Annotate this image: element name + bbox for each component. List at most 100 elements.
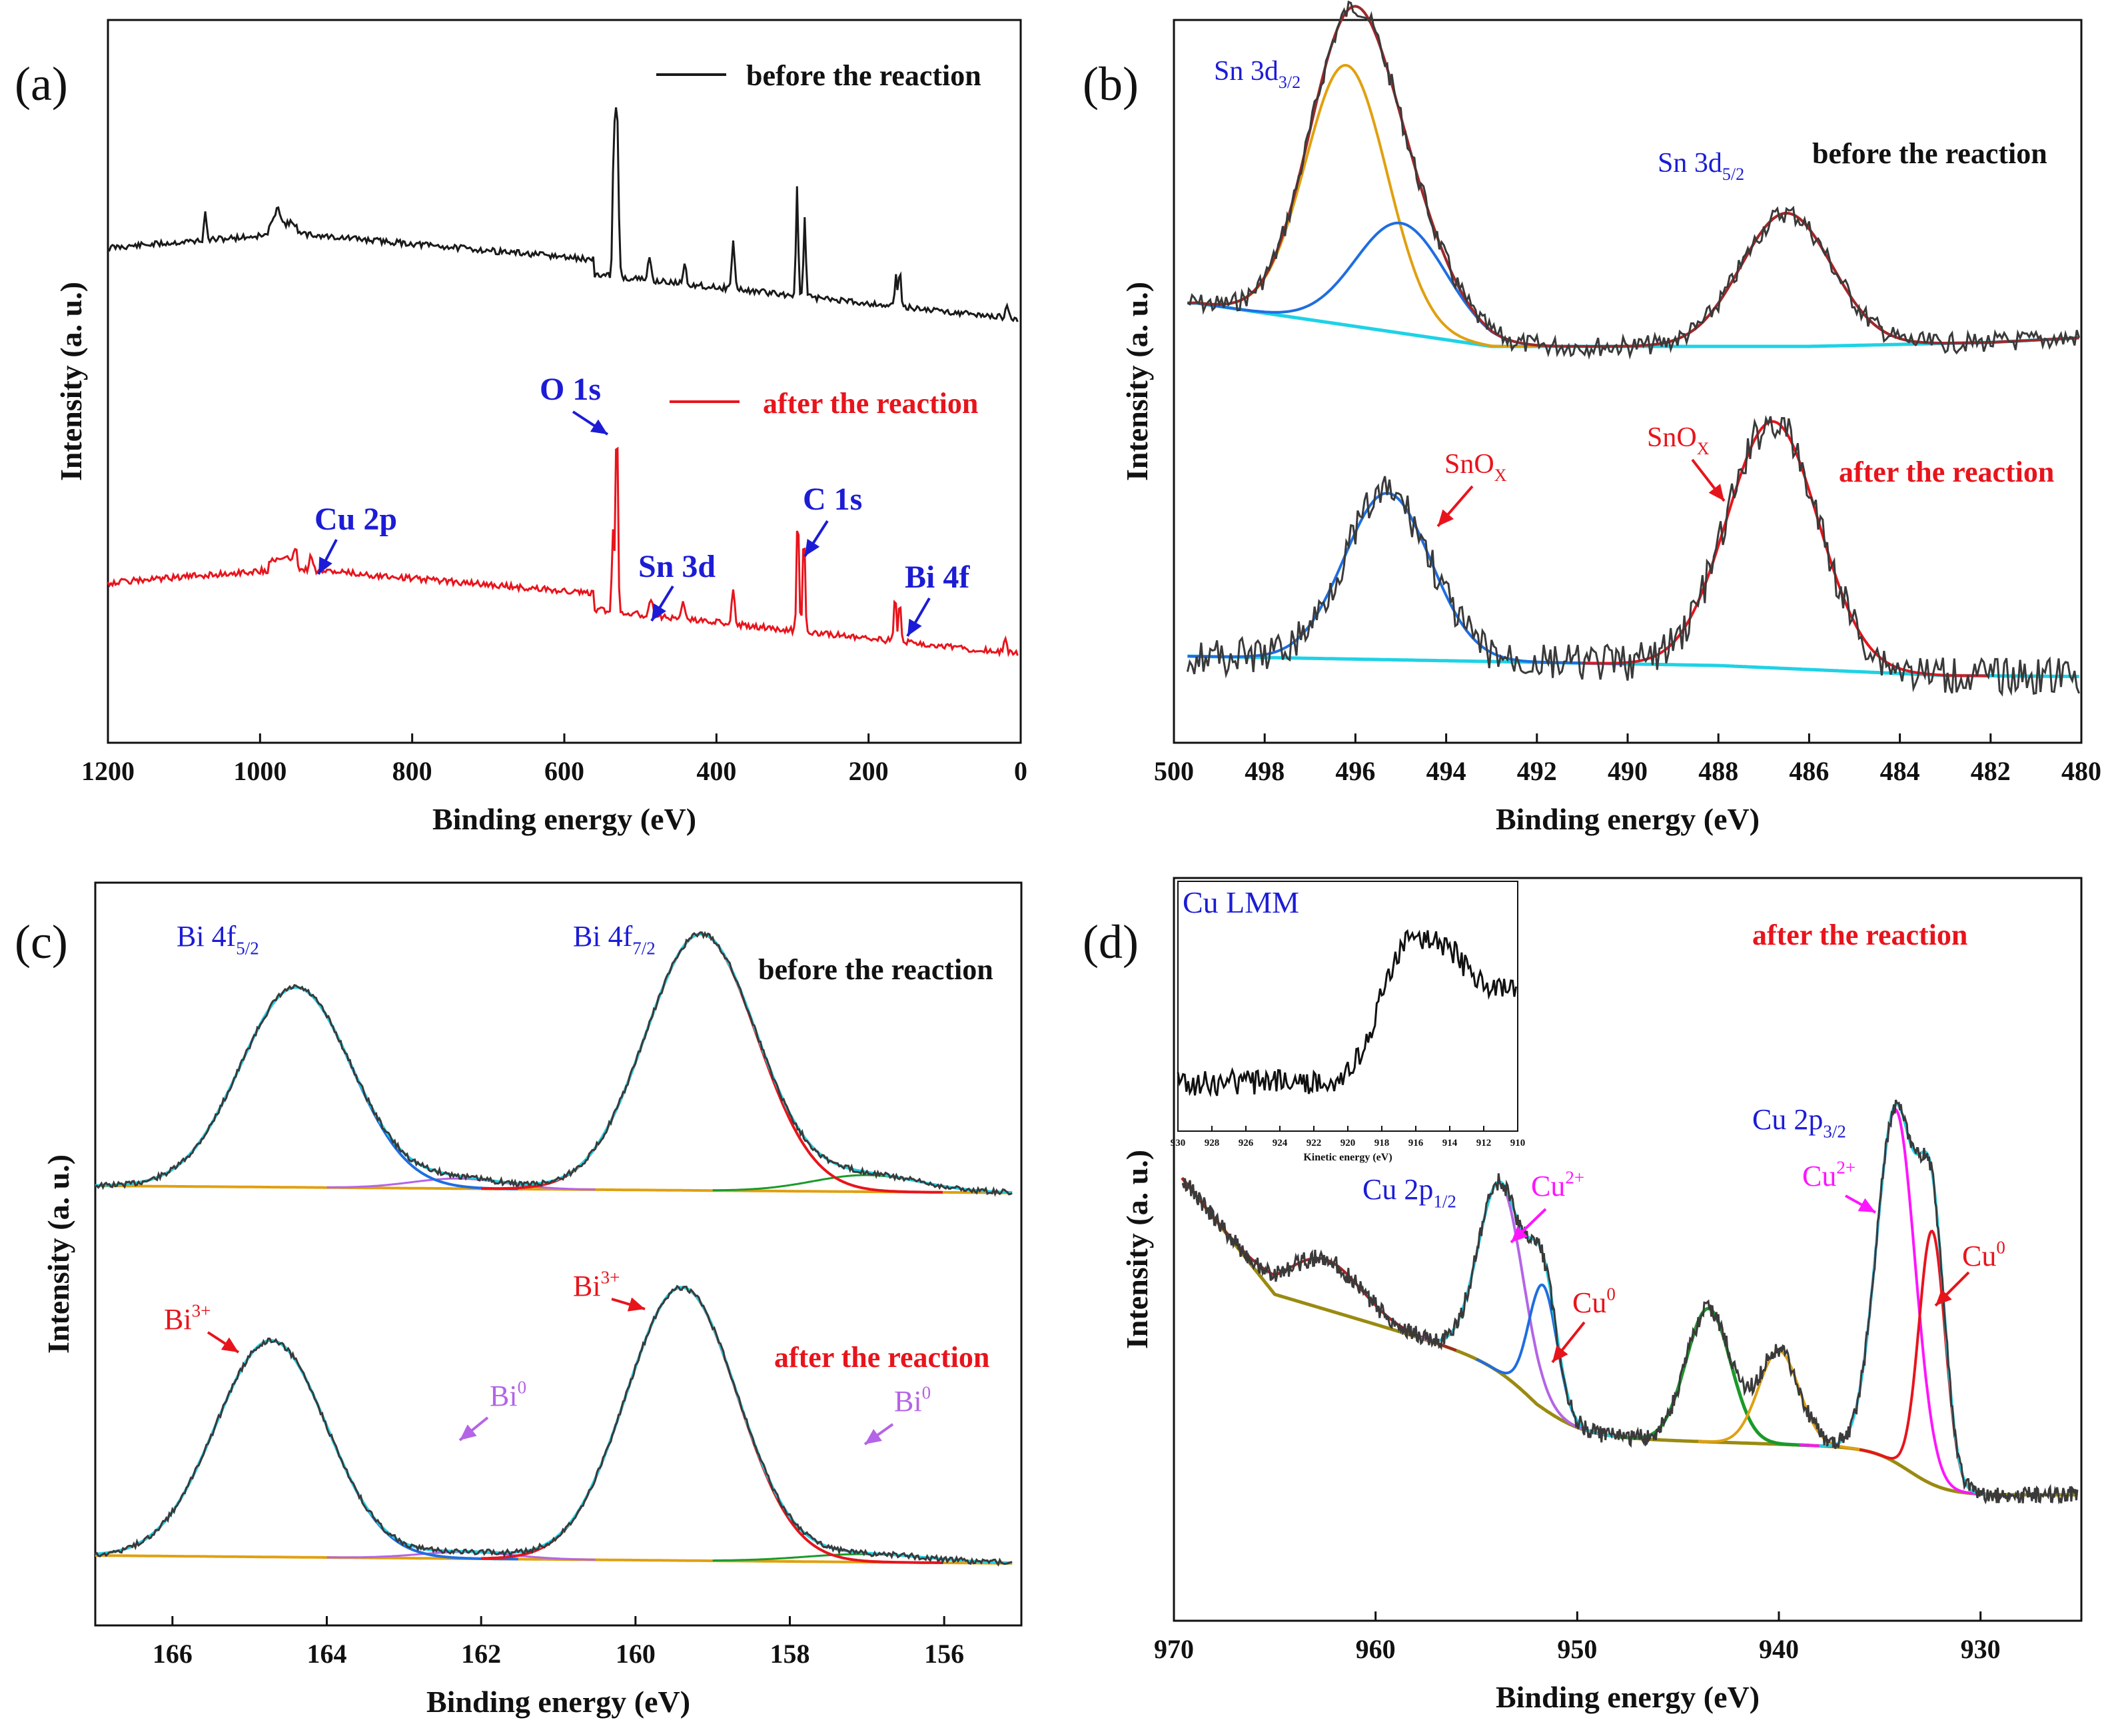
panel-b-x-tick-label: 490 xyxy=(1608,756,1648,786)
panel-b-x-tick-label: 500 xyxy=(1154,756,1194,786)
panel-c-y-axis-label: Intensity (a. u.) xyxy=(41,1154,75,1354)
series-label-before: before the reaction xyxy=(1812,137,2047,170)
before-raw-data-line xyxy=(95,931,1013,1197)
panel-a: 1200 1000 800 600 400 200 0 Binding energy (eV)… xyxy=(15,19,1027,836)
after-raw-data-line xyxy=(1186,414,2080,697)
inset-x-tick-label: 930 xyxy=(1171,1138,1186,1148)
panel-d-y-axis-label: Intensity (a. u.) xyxy=(1120,1150,1154,1349)
panel-c-x-tick-label: 160 xyxy=(616,1639,656,1669)
panel-a-y-axis-label: Intensity (a. u.) xyxy=(54,282,88,481)
arrow-snox-2-head xyxy=(1708,484,1724,501)
before-spectrum-line xyxy=(107,107,1019,322)
panel-d-plot-frame xyxy=(1173,877,2083,1622)
arrow-bi4f-head xyxy=(907,618,922,636)
panel-c-plot-frame xyxy=(94,881,1023,1627)
panel-c-x-tick-label: 158 xyxy=(770,1639,810,1669)
arrow-cu0-1-head xyxy=(1552,1345,1568,1362)
peak-label-c1s: C 1s xyxy=(803,482,862,517)
peak-label-bi4f: Bi 4f xyxy=(905,560,970,595)
peak-label-snox-1: SnOX xyxy=(1444,449,1507,485)
panel-a-x-tick-label: 200 xyxy=(849,756,889,786)
after-spectrum-line xyxy=(107,446,1019,657)
after-background-line xyxy=(95,1554,1013,1565)
panel-a-x-axis-label: Binding energy (eV) xyxy=(432,802,696,836)
series-label-after: after the reaction xyxy=(774,1341,989,1374)
inset-x-tick-label: 916 xyxy=(1408,1138,1424,1148)
inset-x-tick-label: 918 xyxy=(1374,1138,1390,1148)
peak-label-sn3d52: Sn 3d5/2 xyxy=(1658,148,1744,184)
panel-c-x-tick-label: 164 xyxy=(307,1639,347,1669)
panel-b-x-tick-label: 494 xyxy=(1426,756,1466,786)
panel-c-x-tick-label: 166 xyxy=(153,1639,193,1669)
panel-b-x-tick-label: 496 xyxy=(1335,756,1375,786)
panel-a-x-tick-label: 0 xyxy=(1014,756,1027,786)
panel-b-x-tick-label: 488 xyxy=(1698,756,1738,786)
panel-a-x-tick-label: 1000 xyxy=(233,756,286,786)
panel-a-x-tick-label: 1200 xyxy=(81,756,135,786)
arrow-cu2-1-head xyxy=(1511,1226,1528,1242)
panel-b-y-axis-label: Intensity (a. u.) xyxy=(1120,282,1154,481)
peak-label-cu2p12: Cu 2p1/2 xyxy=(1362,1173,1456,1211)
inset-title: Cu LMM xyxy=(1183,885,1299,919)
panel-d: 970 960 950 940 930 Binding energy (eV) Intens… xyxy=(1083,877,2083,1714)
after-envelope-line xyxy=(95,1286,1013,1565)
panel-b-x-tick-label: 498 xyxy=(1245,756,1285,786)
peak-label-cu2-2: Cu2+ xyxy=(1802,1158,1855,1192)
inset-x-tick-label: 922 xyxy=(1307,1138,1322,1148)
panel-a-x-tick-label: 400 xyxy=(696,756,736,786)
peak-label-cu2p: Cu 2p xyxy=(314,502,397,537)
peak-label-bi3-1: Bi3+ xyxy=(164,1301,211,1336)
peak-label-cu0-1: Cu0 xyxy=(1572,1284,1616,1319)
background-line xyxy=(1181,1176,2077,1497)
after-raw-data-line xyxy=(95,1284,1013,1567)
panel-b-x-tick-label: 480 xyxy=(2061,756,2101,786)
arrow-c1s-head xyxy=(805,538,820,556)
series-label-after: after the reaction xyxy=(1752,919,1967,951)
arrow-bi0-2-head xyxy=(865,1429,882,1444)
arrow-snox-1-head xyxy=(1438,509,1454,526)
arrow-bi0-1-head xyxy=(460,1424,477,1440)
peak-label-bi4f72: Bi 4f7/2 xyxy=(573,920,656,958)
inset-x-axis-label: Kinetic energy (eV) xyxy=(1303,1152,1392,1163)
peak-label-sn3d32: Sn 3d3/2 xyxy=(1214,56,1301,92)
panel-d-x-axis-label: Binding energy (eV) xyxy=(1496,1680,1760,1714)
panel-c: 166 164 162 160 158 156 Binding energy (eV) Int… xyxy=(15,881,1023,1719)
series-label-after: after the reaction xyxy=(1839,456,2054,488)
peak-label-o1s: O 1s xyxy=(540,372,601,407)
panel-d-label: (d) xyxy=(1083,915,1139,969)
peak-label-cu2-1: Cu2+ xyxy=(1531,1168,1584,1202)
arrow-bi3-2-head xyxy=(627,1297,645,1312)
inset-x-tick-label: 928 xyxy=(1205,1138,1220,1148)
before-raw-data-line xyxy=(1187,0,2081,360)
before-envelope-line xyxy=(1187,5,2079,348)
satellite-peak-3-line xyxy=(1698,1349,1860,1452)
series-label-before: before the reaction xyxy=(758,953,993,986)
inset-x-tick-label: 926 xyxy=(1239,1138,1254,1148)
panel-a-x-tick-label: 600 xyxy=(544,756,584,786)
legend-before-text: before the reaction xyxy=(746,59,981,92)
inset-x-tick-label: 924 xyxy=(1273,1138,1288,1148)
arrow-cu0-2-head xyxy=(1935,1289,1952,1306)
before-fit-peak-3 xyxy=(1604,211,2011,348)
before-fit-peak-1 xyxy=(95,986,518,1190)
inset-x-tick-label: 920 xyxy=(1340,1138,1356,1148)
panel-d-x-tick-label: 970 xyxy=(1154,1634,1194,1664)
arrow-sn3d-head xyxy=(652,603,666,621)
panel-d-x-tick-label: 940 xyxy=(1759,1634,1799,1664)
peak-label-bi3-2: Bi3+ xyxy=(573,1268,620,1302)
inset-frame xyxy=(1177,881,1518,1132)
peak-label-bi0-1: Bi0 xyxy=(490,1378,526,1412)
legend-after-text: after the reaction xyxy=(763,387,978,420)
panel-d-x-tick-label: 950 xyxy=(1557,1634,1597,1664)
panel-b: 500 498 496 494 492 490 488 486 484 482 480 Binding… xyxy=(1083,0,2101,836)
panel-b-x-tick-label: 484 xyxy=(1880,756,1920,786)
panel-b-x-tick-label: 486 xyxy=(1789,756,1829,786)
peak-label-snox-2: SnOX xyxy=(1647,422,1710,458)
arrow-cu2-2-head xyxy=(1857,1198,1875,1212)
panel-b-x-tick-label: 482 xyxy=(1971,756,2011,786)
arrow-bi3-1-head xyxy=(221,1337,239,1352)
inset-x-tick-label: 914 xyxy=(1442,1138,1458,1148)
peak-label-cu0-2: Cu0 xyxy=(1962,1238,2005,1272)
inset-x-tick-label: 910 xyxy=(1510,1138,1526,1148)
